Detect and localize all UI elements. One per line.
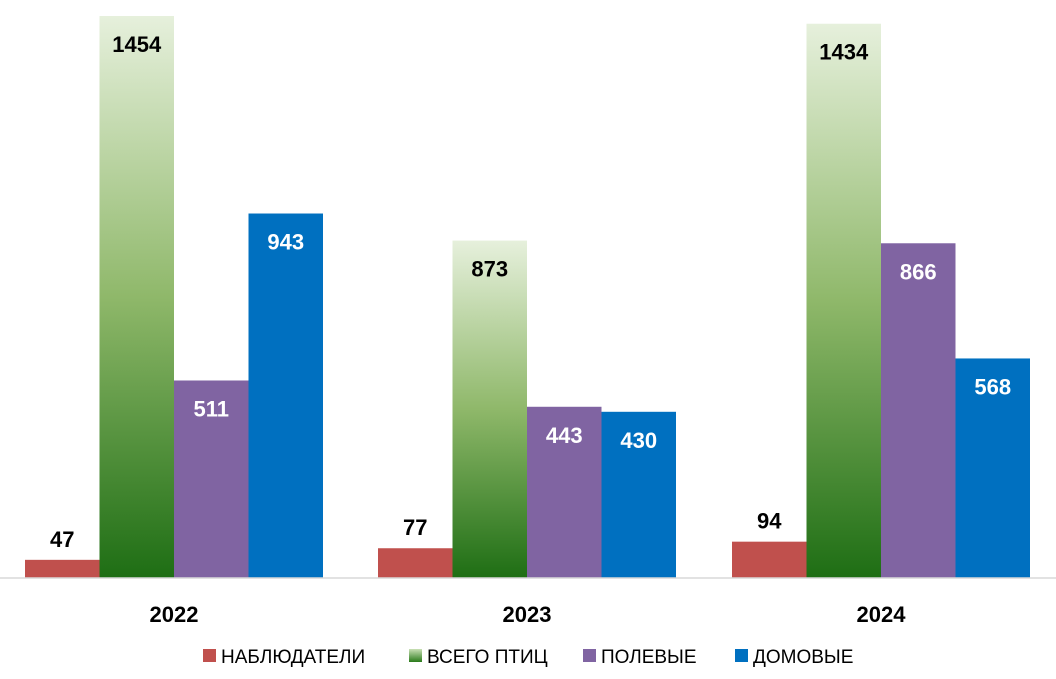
bars-group: [25, 16, 1030, 578]
bar-ВСЕГО ПТИЦ-2023: [452, 240, 527, 578]
data-label: 77: [403, 515, 427, 540]
data-label: 1454: [112, 32, 162, 57]
bar-ПОЛЕВЫЕ-2023: [527, 406, 602, 578]
data-label: 430: [620, 428, 657, 453]
bar-ПОЛЕВЫЕ-2024: [881, 243, 956, 578]
data-label: 443: [546, 423, 583, 448]
bar-НАБЛЮДАТЕЛИ-2024: [732, 541, 807, 578]
legend: НАБЛЮДАТЕЛИ ВСЕГО ПТИЦ ПОЛЕВЫЕ ДОМОВЫЕ: [203, 647, 853, 668]
category-label: 2024: [857, 602, 907, 627]
data-label: 511: [194, 396, 230, 421]
bar-ПОЛЕВЫЕ-2022: [174, 380, 249, 578]
category-labels-group: 2022 2023 2024: [150, 602, 907, 627]
data-label: 568: [974, 374, 1011, 399]
data-label: 943: [267, 230, 304, 255]
bar-ДОМОВЫЕ-2022: [248, 213, 323, 578]
bar-НАБЛЮДАТЕЛИ-2022: [25, 559, 100, 578]
bar-ВСЕГО ПТИЦ-2024: [806, 23, 881, 578]
data-label: 1434: [819, 40, 869, 65]
data-label: 94: [757, 509, 782, 534]
data-labels-group: 47 1454 511 943 77 873 443 430 94 1434 866 568: [50, 32, 1011, 552]
bar-ДОМОВЫЕ-2023: [601, 411, 676, 578]
legend-swatch: [409, 649, 422, 662]
data-label: 47: [50, 527, 74, 552]
legend-swatch: [735, 649, 748, 662]
bar-ВСЕГО ПТИЦ-2022: [99, 16, 174, 578]
legend-label: ДОМОВЫЕ: [753, 647, 853, 668]
legend-label: ВСЕГО ПТИЦ: [427, 647, 548, 668]
legend-label: ПОЛЕВЫЕ: [601, 647, 697, 668]
category-label: 2022: [150, 602, 199, 627]
data-label: 873: [471, 257, 508, 282]
data-label: 866: [900, 259, 937, 284]
bar-НАБЛЮДАТЕЛИ-2023: [378, 548, 453, 578]
legend-swatch: [583, 649, 596, 662]
category-label: 2023: [503, 602, 552, 627]
bar-ДОМОВЫЕ-2024: [955, 358, 1030, 578]
legend-label: НАБЛЮДАТЕЛИ: [221, 647, 365, 668]
legend-swatch: [203, 649, 216, 662]
